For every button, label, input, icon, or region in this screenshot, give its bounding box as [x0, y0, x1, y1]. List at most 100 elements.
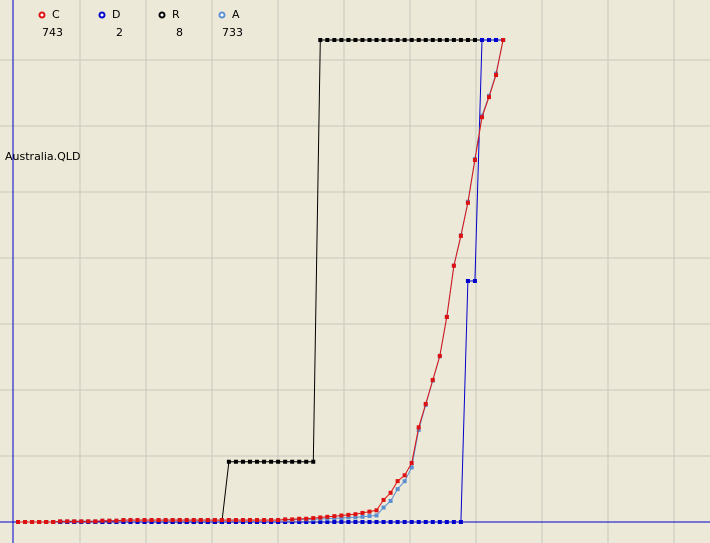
point-marker: [416, 520, 421, 524]
point-marker: [205, 518, 210, 523]
point-marker: [395, 487, 400, 492]
point-marker: [494, 38, 499, 42]
point-marker: [37, 520, 42, 524]
point-marker: [339, 38, 344, 42]
point-marker: [409, 465, 414, 470]
point-marker: [142, 518, 147, 523]
region-label: Australia.QLD: [5, 150, 80, 163]
point-marker: [374, 38, 379, 42]
point-marker: [367, 514, 372, 519]
point-marker: [423, 520, 428, 524]
point-marker: [346, 512, 351, 517]
point-marker: [395, 479, 400, 484]
point-marker: [311, 520, 316, 524]
point-marker: [86, 519, 91, 524]
point-marker: [304, 516, 309, 521]
point-marker: [479, 115, 484, 120]
point-marker: [332, 38, 337, 42]
point-marker: [353, 515, 358, 520]
point-marker: [388, 498, 393, 503]
point-marker: [423, 401, 428, 406]
point-marker: [501, 38, 506, 42]
point-marker: [30, 520, 35, 524]
point-marker: [23, 520, 28, 524]
point-marker: [367, 509, 372, 514]
series-line: [18, 39, 504, 523]
legend-value: 733: [222, 26, 243, 39]
point-marker: [487, 38, 492, 42]
point-marker: [262, 459, 267, 464]
point-marker: [198, 518, 203, 523]
point-marker: [395, 38, 400, 42]
point-marker: [494, 73, 499, 78]
point-marker: [276, 518, 281, 523]
point-marker: [472, 158, 477, 163]
point-marker: [430, 520, 435, 524]
point-marker: [381, 38, 386, 42]
point-marker: [381, 505, 386, 510]
point-marker: [402, 520, 407, 524]
point-marker: [444, 520, 449, 524]
point-marker: [79, 519, 84, 524]
point-marker: [290, 517, 295, 522]
point-marker: [444, 315, 449, 320]
point-marker: [409, 520, 414, 524]
point-marker: [255, 459, 260, 464]
point-marker: [290, 459, 295, 464]
point-marker: [297, 520, 302, 524]
point-marker: [465, 200, 470, 205]
point-marker: [346, 520, 351, 524]
plot: [16, 38, 506, 524]
point-marker: [451, 263, 456, 268]
point-marker: [163, 518, 168, 523]
point-marker: [339, 516, 344, 521]
point-marker: [409, 38, 414, 42]
point-marker: [297, 459, 302, 464]
legend-name: D: [112, 8, 120, 21]
point-marker: [416, 427, 421, 432]
point-marker: [72, 519, 77, 524]
point-marker: [149, 518, 154, 523]
point-marker: [156, 518, 161, 523]
point-marker: [416, 38, 421, 42]
point-marker: [325, 514, 330, 519]
point-marker: [177, 518, 182, 523]
legend-marker: [38, 11, 46, 19]
point-marker: [451, 520, 456, 524]
point-marker: [487, 95, 492, 100]
point-marker: [360, 38, 365, 42]
point-marker: [437, 38, 442, 42]
point-marker: [409, 460, 414, 465]
point-marker: [226, 518, 231, 523]
point-marker: [472, 38, 477, 42]
point-marker: [269, 459, 274, 464]
point-marker: [240, 459, 245, 464]
point-marker: [219, 518, 224, 523]
point-marker: [437, 353, 442, 358]
point-marker: [170, 518, 175, 523]
point-marker: [247, 459, 252, 464]
point-marker: [318, 515, 323, 520]
point-marker: [360, 510, 365, 515]
point-marker: [430, 38, 435, 42]
point-marker: [388, 520, 393, 524]
point-marker: [184, 518, 189, 523]
point-marker: [388, 38, 393, 42]
point-marker: [276, 459, 281, 464]
point-marker: [437, 520, 442, 524]
point-marker: [465, 279, 470, 283]
point-marker: [128, 518, 133, 523]
point-marker: [297, 516, 302, 521]
legend-marker: [158, 11, 166, 19]
point-marker: [360, 514, 365, 519]
point-marker: [339, 513, 344, 518]
point-marker: [51, 520, 56, 524]
legend-value: 8: [176, 26, 183, 39]
point-marker: [325, 38, 330, 42]
legend-name: R: [172, 8, 180, 21]
point-marker: [283, 517, 288, 522]
legend-name: C: [52, 8, 60, 21]
point-marker: [121, 518, 126, 523]
